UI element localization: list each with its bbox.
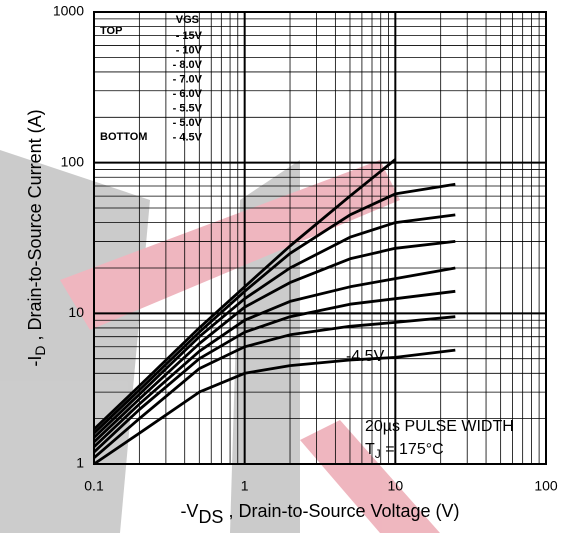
series-line [93, 240, 456, 444]
y-tick-label: 1000 [53, 3, 84, 19]
plot-frame [93, 11, 547, 465]
series-line [93, 348, 456, 466]
watermark [0, 150, 440, 533]
x-axis-label: -VDS , Drain-to-Source Voltage (V) [180, 501, 459, 527]
y-axis-label: -ID , Drain-to-Source Current (A) [25, 109, 48, 366]
legend-bottom: BOTTOM [100, 131, 147, 143]
pulse-note: 20µs PULSE WIDTH [365, 418, 514, 435]
x-tick-label: 0.1 [84, 478, 104, 494]
legend-label: - 5.0V [173, 117, 203, 129]
legend-label: - 4.5V [173, 131, 203, 143]
legend-label: - 6.0V [173, 88, 203, 100]
curve-label: -4.5V [346, 348, 385, 365]
series-line [93, 158, 397, 431]
legend-label: - 5.5V [173, 102, 203, 114]
series-line [93, 182, 456, 435]
legend-top: TOP [100, 25, 122, 37]
x-tick-label: 10 [388, 478, 404, 494]
legend-label: - 15V [176, 30, 203, 42]
y-tick-label: 10 [68, 304, 84, 320]
series-line [93, 266, 456, 448]
tj-note: TJ = 175°C [365, 441, 444, 461]
legend-label: - 8.0V [173, 59, 203, 71]
legend-label: - 7.0V [173, 73, 203, 85]
y-tick-label: 100 [61, 153, 85, 169]
y-tick-label: 1 [76, 455, 84, 471]
series-line [93, 315, 456, 459]
x-tick-label: 100 [534, 478, 558, 494]
series-line [93, 289, 456, 454]
x-tick-label: 1 [241, 478, 249, 494]
series-line [93, 213, 456, 439]
legend-label: - 10V [176, 44, 203, 56]
legend-title: VGS [176, 14, 199, 26]
